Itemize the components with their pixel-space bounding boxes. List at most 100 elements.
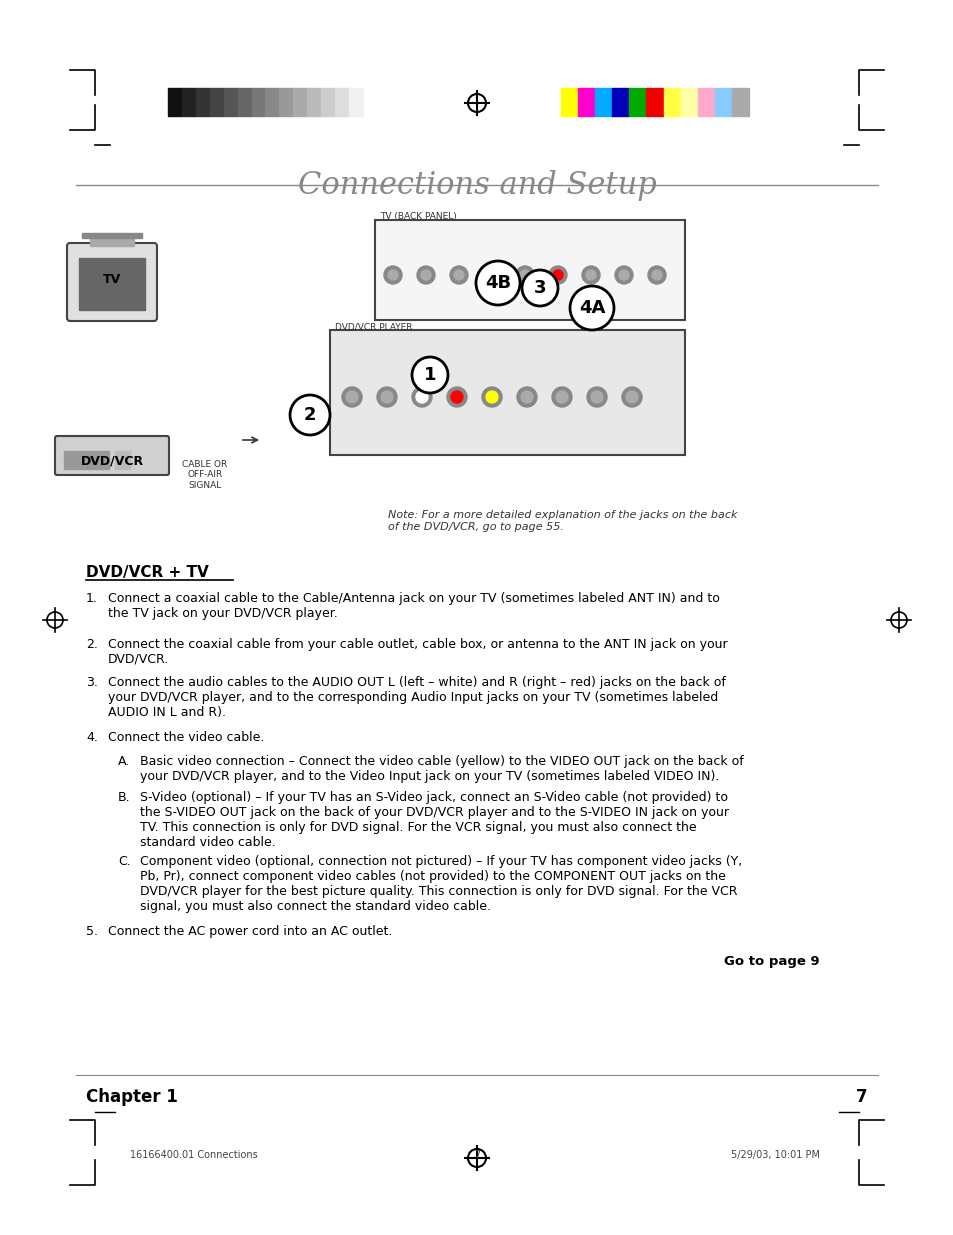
Circle shape (420, 270, 431, 280)
Circle shape (376, 387, 396, 408)
Bar (679, 88, 697, 116)
Text: DVD/VCR: DVD/VCR (80, 454, 143, 468)
Bar (182, 88, 195, 116)
Circle shape (552, 387, 572, 408)
Text: Chapter 1: Chapter 1 (86, 1088, 177, 1107)
Bar (595, 88, 612, 116)
Bar (115, 451, 130, 469)
Bar (714, 88, 731, 116)
Circle shape (476, 261, 519, 305)
Circle shape (585, 270, 596, 280)
Text: Connect the audio cables to the AUDIO OUT L (left – white) and R (right – red) j: Connect the audio cables to the AUDIO OU… (108, 676, 725, 719)
Text: 3.: 3. (86, 676, 98, 689)
Circle shape (569, 287, 614, 330)
Text: 5.: 5. (86, 925, 98, 939)
Text: 7: 7 (856, 1088, 867, 1107)
Text: 1: 1 (423, 366, 436, 384)
Text: 4B: 4B (484, 274, 511, 291)
Bar (375, 220, 684, 320)
FancyBboxPatch shape (55, 436, 169, 475)
Circle shape (454, 270, 463, 280)
Circle shape (548, 266, 566, 284)
Bar (252, 88, 265, 116)
Bar (349, 88, 363, 116)
Circle shape (485, 391, 497, 403)
Circle shape (615, 266, 633, 284)
Text: Basic video connection – Connect the video cable (yellow) to the VIDEO OUT jack : Basic video connection – Connect the vid… (140, 755, 743, 783)
Circle shape (516, 266, 534, 284)
Circle shape (481, 387, 501, 408)
Bar (265, 88, 279, 116)
Text: Note: For a more detailed explanation of the jacks on the back
of the DVD/VCR, g: Note: For a more detailed explanation of… (388, 510, 737, 531)
Text: 2.: 2. (86, 638, 98, 651)
Bar (731, 88, 748, 116)
Circle shape (521, 270, 558, 306)
Bar (168, 88, 182, 116)
Circle shape (341, 387, 361, 408)
Text: TV: TV (103, 273, 121, 287)
Bar (210, 88, 224, 116)
Circle shape (519, 270, 530, 280)
Text: TV (BACK PANEL): TV (BACK PANEL) (379, 212, 456, 221)
Circle shape (520, 391, 533, 403)
Circle shape (412, 357, 448, 393)
Text: 3: 3 (533, 279, 546, 296)
Text: Component video (optional, connection not pictured) – If your TV has component v: Component video (optional, connection no… (140, 855, 741, 913)
Bar (294, 88, 307, 116)
Text: S-Video (optional) – If your TV has an S-Video jack, connect an S-Video cable (n: S-Video (optional) – If your TV has an S… (140, 790, 728, 848)
Text: 16166400.01 Connections: 16166400.01 Connections (130, 1150, 257, 1160)
Bar (335, 88, 349, 116)
Circle shape (451, 391, 462, 403)
Text: B.: B. (118, 790, 131, 804)
Text: 1.: 1. (86, 592, 98, 605)
Text: Go to page 9: Go to page 9 (723, 955, 820, 968)
Bar (697, 88, 714, 116)
Bar (64, 451, 109, 469)
Circle shape (586, 387, 606, 408)
Circle shape (388, 270, 397, 280)
Text: 4A: 4A (578, 299, 604, 317)
Circle shape (346, 391, 357, 403)
Bar (560, 88, 578, 116)
Bar (629, 88, 646, 116)
Circle shape (517, 387, 537, 408)
Circle shape (482, 266, 500, 284)
Bar (195, 88, 210, 116)
Circle shape (556, 391, 567, 403)
Circle shape (412, 387, 432, 408)
Circle shape (416, 391, 428, 403)
Circle shape (290, 395, 330, 435)
Circle shape (590, 391, 602, 403)
Circle shape (618, 270, 628, 280)
Text: 2: 2 (303, 406, 315, 424)
Bar (612, 88, 629, 116)
Circle shape (625, 391, 638, 403)
Circle shape (581, 266, 599, 284)
Bar (224, 88, 237, 116)
Text: A.: A. (118, 755, 131, 768)
Text: DVD/VCR + TV: DVD/VCR + TV (86, 564, 209, 580)
Circle shape (380, 391, 393, 403)
Bar (646, 88, 663, 116)
Bar (90, 238, 133, 246)
Circle shape (450, 266, 468, 284)
Circle shape (553, 270, 562, 280)
Circle shape (621, 387, 641, 408)
Text: Connect a coaxial cable to the Cable/Antenna jack on your TV (sometimes labeled : Connect a coaxial cable to the Cable/Ant… (108, 592, 720, 620)
Bar (663, 88, 679, 116)
Bar (237, 88, 252, 116)
FancyBboxPatch shape (67, 243, 157, 321)
Circle shape (647, 266, 665, 284)
Bar (321, 88, 335, 116)
Circle shape (416, 266, 435, 284)
Text: Connect the coaxial cable from your cable outlet, cable box, or antenna to the A: Connect the coaxial cable from your cabl… (108, 638, 727, 666)
Bar (79, 258, 145, 310)
Text: 7: 7 (474, 1150, 479, 1160)
Bar (578, 88, 595, 116)
Circle shape (384, 266, 401, 284)
Bar (307, 88, 321, 116)
Text: Connect the video cable.: Connect the video cable. (108, 731, 264, 743)
Bar (82, 233, 142, 238)
Circle shape (651, 270, 661, 280)
Circle shape (486, 270, 497, 280)
